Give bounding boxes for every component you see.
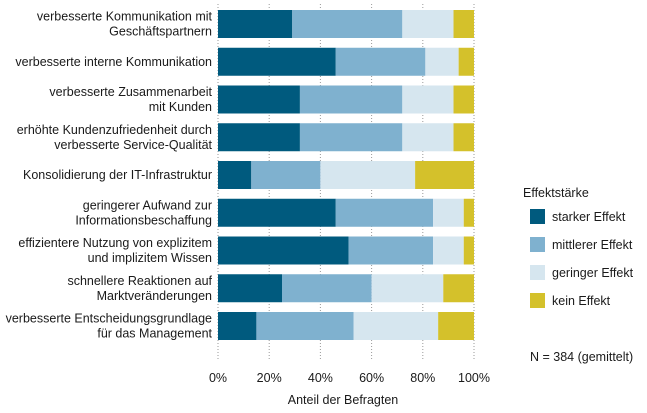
bar-segment	[425, 47, 459, 76]
bar-segment	[256, 312, 354, 340]
bar-segment	[218, 47, 336, 76]
legend-title: Effektstärke	[523, 186, 589, 200]
category-label: verbesserte Service-Qualität	[54, 138, 212, 152]
bar-segment	[218, 312, 257, 340]
category-label: schnellere Reaktionen auf	[67, 274, 212, 288]
bar-segment	[453, 123, 474, 152]
bar-segment	[415, 161, 474, 189]
bars	[218, 10, 474, 340]
bar-segment	[402, 85, 454, 114]
legend-swatch	[530, 209, 545, 224]
bar-segment	[299, 85, 403, 114]
bar-segment	[218, 10, 293, 38]
x-axis-label: Anteil der Befragten	[288, 393, 399, 407]
x-tick-label: 100%	[458, 371, 490, 385]
bar-segment	[251, 161, 321, 189]
category-label: Konsolidierung der IT-Infrastruktur	[23, 168, 212, 182]
category-label: erhöhte Kundenzufriedenheit durch	[17, 123, 212, 137]
bar-segment	[463, 198, 474, 227]
bar-segment	[218, 198, 336, 227]
bar-segment	[438, 312, 474, 340]
bar-segment	[402, 123, 454, 152]
bar-segment	[320, 161, 416, 189]
category-label: verbesserte Zusammenarbeit	[49, 85, 212, 99]
bar-segment	[335, 47, 426, 76]
x-tick-label: 40%	[308, 371, 333, 385]
legend-swatch	[530, 265, 545, 280]
legend-label: kein Effekt	[552, 294, 611, 308]
category-label: Geschäftspartnern	[109, 25, 212, 39]
bar-segment	[433, 236, 464, 265]
legend-label: starker Effekt	[552, 210, 626, 224]
bar-segment	[218, 236, 349, 265]
category-label: geringerer Aufwand zur	[83, 198, 212, 212]
category-label: verbesserte Kommunikation mit	[37, 10, 213, 24]
bar-segment	[218, 274, 282, 303]
bar-segment	[433, 198, 464, 227]
x-tick-label: 60%	[359, 371, 384, 385]
category-label: mit Kunden	[149, 100, 212, 114]
bar-segment	[453, 85, 474, 114]
bar-segment	[299, 123, 403, 152]
sample-size-note: N = 384 (gemittelt)	[530, 350, 633, 364]
bar-segment	[282, 274, 372, 303]
legend-label: geringer Effekt	[552, 266, 634, 280]
bar-segment	[371, 274, 444, 303]
category-label: Informationsbeschaffung	[75, 213, 212, 227]
category-label: für das Management	[97, 327, 212, 341]
category-label: verbesserte interne Kommunikation	[15, 55, 212, 69]
bar-segment	[453, 10, 474, 38]
category-label: effizientere Nutzung von explizitem	[18, 236, 212, 250]
category-label: und implizitem Wissen	[88, 251, 212, 265]
bar-segment	[443, 274, 474, 303]
x-tick-label: 0%	[209, 371, 227, 385]
bar-segment	[463, 236, 474, 265]
x-tick-label: 20%	[257, 371, 282, 385]
bar-segment	[348, 236, 434, 265]
x-tick-label: 80%	[410, 371, 435, 385]
legend-label: mittlerer Effekt	[552, 238, 633, 252]
bar-segment	[292, 10, 403, 38]
category-label: verbesserte Entscheidungsgrundlage	[6, 312, 212, 326]
category-label: Marktveränderungen	[97, 289, 212, 303]
bar-segment	[218, 85, 300, 114]
bar-segment	[402, 10, 454, 38]
bar-segment	[458, 47, 474, 76]
x-tick-labels: 0% 20% 40% 60% 80% 100%	[209, 371, 490, 385]
bar-segment	[218, 123, 300, 152]
legend: starker Effekt mittlerer Effekt geringer E…	[530, 209, 634, 308]
bar-segment	[335, 198, 434, 227]
category-labels: verbesserte Kommunikation mitGeschäftspa…	[6, 10, 213, 341]
legend-swatch	[530, 293, 545, 308]
bar-segment	[353, 312, 439, 340]
bar-segment	[218, 161, 252, 189]
legend-swatch	[530, 237, 545, 252]
